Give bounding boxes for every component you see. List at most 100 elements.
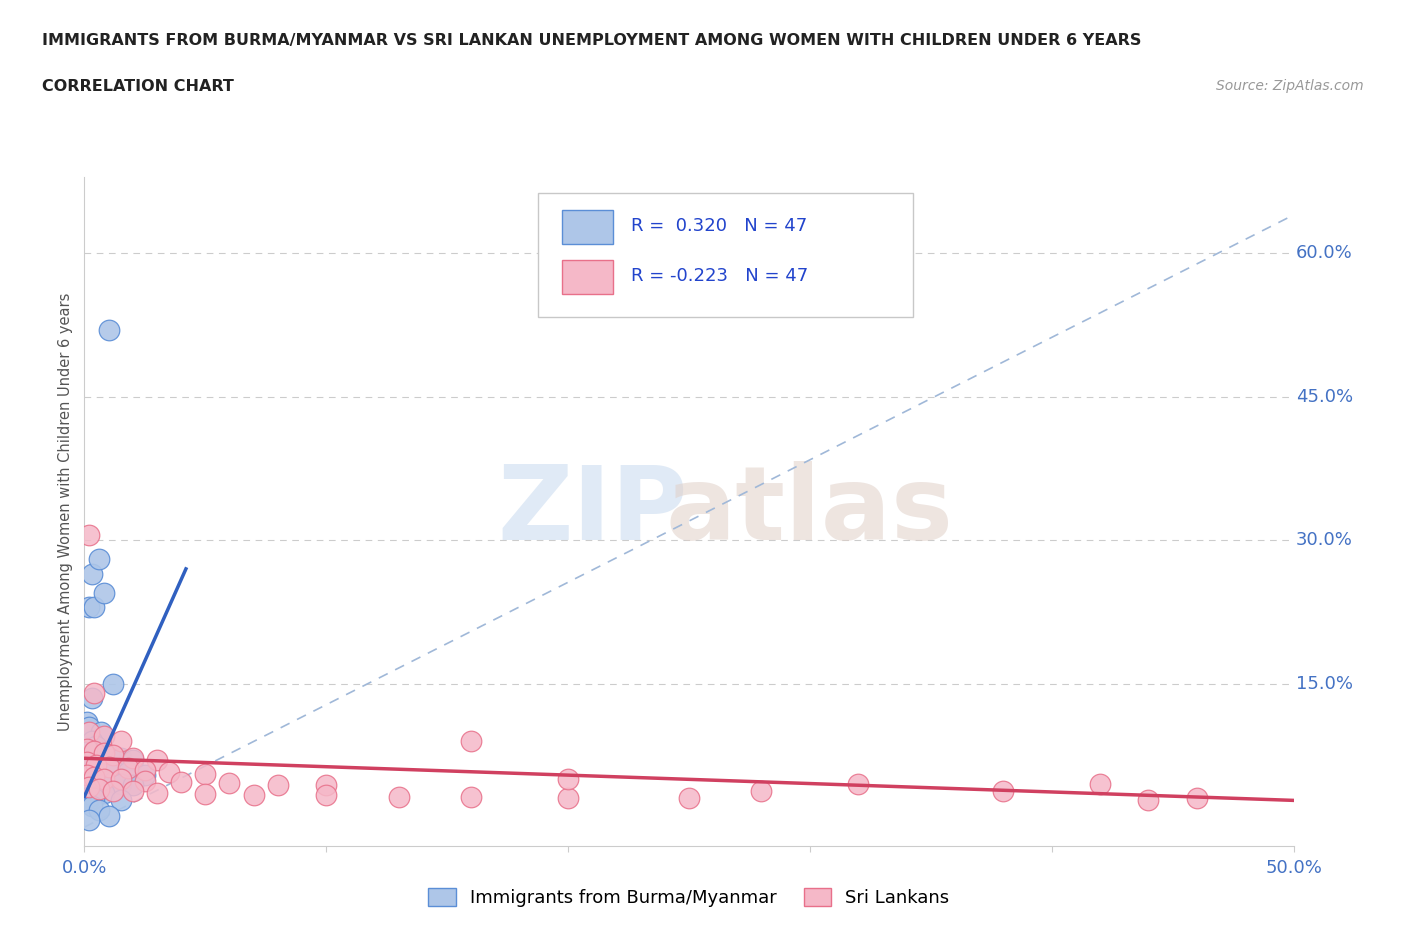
Point [76,786,98,801]
Point [76,754,98,769]
Point [83,743,105,758]
Point [97,760,120,775]
Point [460,790,482,804]
Point [267,777,290,792]
Point [80,758,103,773]
Point [97,323,120,338]
Text: CORRELATION CHART: CORRELATION CHART [42,79,233,94]
Point [83,600,105,615]
Point [87,803,110,817]
Point [77,790,100,804]
Point [315,787,337,802]
Point [103,783,125,798]
FancyBboxPatch shape [538,193,912,317]
Point [77,600,100,615]
Point [194,786,217,801]
Text: 60.0%: 60.0% [1296,245,1353,262]
Point [77,743,100,758]
Point [76,796,98,811]
Point [110,777,132,791]
Point [80,691,103,706]
Point [1088,777,1111,791]
Point [110,793,132,808]
Point [315,777,337,792]
Text: IMMIGRANTS FROM BURMA/MYANMAR VS SRI LANKAN UNEMPLOYMENT AMONG WOMEN WITH CHILDR: IMMIGRANTS FROM BURMA/MYANMAR VS SRI LAN… [42,33,1142,47]
Point [80,799,103,814]
Point [993,783,1015,798]
Point [87,781,110,796]
Point [93,772,115,787]
Point [170,775,193,790]
Point [94,774,117,789]
Point [94,761,117,776]
Text: 30.0%: 30.0% [1296,531,1353,550]
Point [80,781,103,796]
Point [76,779,98,794]
Point [93,745,115,760]
Point [83,791,105,806]
Point [460,734,482,749]
Point [388,790,411,804]
Point [557,772,579,787]
Point [121,777,143,792]
Point [83,743,105,758]
Point [93,585,115,600]
Point [83,685,105,700]
Point [146,752,169,767]
Point [110,751,132,765]
Point [77,779,100,794]
Point [76,741,98,756]
Point [121,751,143,765]
Point [77,770,100,785]
Point [76,767,98,782]
Point [83,772,105,787]
Point [751,783,773,798]
Text: 15.0%: 15.0% [1296,674,1353,693]
Point [1137,793,1160,808]
Text: Source: ZipAtlas.com: Source: ZipAtlas.com [1216,79,1364,93]
Point [87,772,110,787]
Legend: Immigrants from Burma/Myanmar, Sri Lankans: Immigrants from Burma/Myanmar, Sri Lanka… [422,881,956,914]
Point [77,812,100,827]
Point [90,724,112,739]
Text: atlas: atlas [666,461,953,562]
Point [103,748,125,763]
Point [846,777,869,791]
Point [80,734,103,749]
Point [77,528,100,543]
Text: R = -0.223   N = 47: R = -0.223 N = 47 [631,268,808,286]
Point [93,785,115,800]
Point [76,767,98,782]
Point [76,714,98,729]
Point [110,734,132,749]
Point [86,738,108,753]
Point [97,748,120,763]
Point [194,766,217,781]
Point [218,776,240,790]
Point [86,758,108,773]
Text: 45.0%: 45.0% [1296,388,1353,405]
Point [678,791,700,806]
Y-axis label: Unemployment Among Women with Children Under 6 years: Unemployment Among Women with Children U… [58,292,73,731]
Point [97,808,120,823]
Point [1185,791,1208,806]
Point [77,724,100,739]
Point [110,772,132,787]
Point [134,763,156,777]
Point [80,566,103,581]
Point [87,551,110,566]
Point [93,729,115,744]
Point [76,754,98,769]
Bar [562,210,613,244]
Point [146,785,169,800]
Point [83,770,105,785]
Point [93,745,115,760]
Point [87,760,110,775]
Point [117,764,139,779]
Point [157,764,180,779]
Point [103,763,125,777]
Text: R =  0.320   N = 47: R = 0.320 N = 47 [631,218,807,235]
Point [134,767,156,782]
Point [242,787,264,802]
Point [103,775,125,790]
